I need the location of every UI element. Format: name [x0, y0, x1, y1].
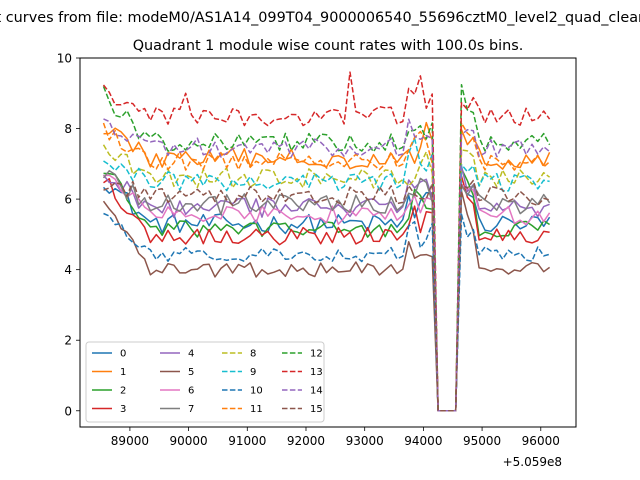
plot-lines: [102, 71, 551, 412]
x-axis: 89000 90000 91000 92000 93000 94000 95000 96000: [111, 427, 560, 448]
legend-label-1: 1: [120, 367, 126, 378]
y-tick-label: 8: [64, 122, 72, 136]
series-line-9: [103, 137, 550, 412]
legend-label-12: 12: [310, 349, 323, 360]
series-line-13: [102, 71, 551, 412]
x-offset-label: +5.059e8: [503, 455, 562, 469]
x-tick-label: 96000: [522, 434, 560, 448]
legend-label-15: 15: [310, 404, 323, 415]
x-tick-label: 90000: [169, 434, 207, 448]
x-tick-label: 93000: [346, 434, 384, 448]
series-line-4: [102, 165, 550, 412]
y-tick-label: 2: [64, 334, 72, 348]
x-tick-label: 92000: [287, 434, 325, 448]
series-line-11: [102, 122, 551, 412]
y-tick-label: 0: [64, 404, 72, 418]
series-line-5: [102, 190, 551, 412]
legend-label-0: 0: [120, 349, 126, 360]
figure-suptitle: Light curves from file: modeM0/AS1A14_09…: [0, 10, 640, 26]
legend-label-5: 5: [188, 367, 194, 378]
axes-frame: [79, 57, 577, 428]
series-line-14: [103, 118, 551, 412]
legend-frame: [85, 341, 325, 423]
chart-title: Quadrant 1 module wise count rates with …: [133, 38, 524, 54]
legend-label-13: 13: [310, 367, 323, 378]
series-line-8: [102, 144, 551, 412]
series-line-6: [103, 174, 551, 412]
legend-label-4: 4: [188, 349, 194, 360]
x-tick-label: 91000: [228, 434, 266, 448]
series-line-3: [103, 175, 550, 412]
series-line-10: [103, 212, 550, 412]
y-tick-label: 4: [64, 263, 72, 277]
x-tick-label: 89000: [111, 434, 149, 448]
legend-label-7: 7: [188, 404, 194, 415]
legend-label-6: 6: [188, 386, 194, 397]
x-tick-label: 95000: [463, 434, 501, 448]
y-tick-label: 10: [57, 52, 72, 66]
legend-label-2: 2: [120, 386, 126, 397]
legend-label-9: 9: [250, 367, 256, 378]
legend-label-14: 14: [310, 386, 323, 397]
legend-label-10: 10: [250, 386, 263, 397]
legend-label-3: 3: [120, 404, 126, 415]
series-line-15: [103, 179, 550, 412]
legend-label-11: 11: [250, 404, 263, 415]
series-line-12: [102, 83, 551, 412]
y-tick-label: 6: [64, 193, 72, 207]
series-line-7: [102, 169, 551, 412]
x-tick-label: 94000: [404, 434, 442, 448]
y-axis: 0 2 4 6 8 10: [57, 52, 80, 418]
legend-label-8: 8: [250, 349, 256, 360]
